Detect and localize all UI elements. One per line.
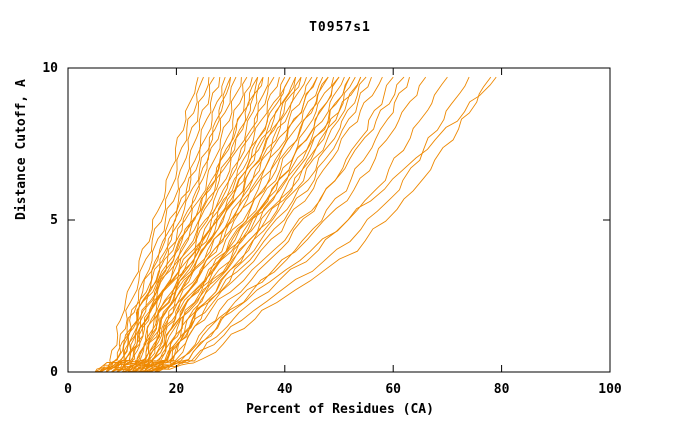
model-curve — [149, 76, 470, 373]
model-curve — [154, 76, 492, 373]
model-curve — [132, 76, 340, 373]
model-curve — [154, 76, 448, 373]
model-curve — [94, 76, 259, 373]
x-tick-label: 80 — [494, 382, 510, 397]
x-tick-label: 0 — [64, 382, 72, 397]
x-axis-label: Percent of Residues (CA) — [246, 402, 434, 417]
chart-title: T0957s1 — [309, 20, 371, 35]
model-curve — [154, 76, 335, 373]
model-curve — [132, 76, 383, 373]
y-tick-label: 10 — [42, 61, 58, 76]
model-curve — [100, 76, 237, 373]
x-tick-label: 40 — [277, 382, 293, 397]
model-curve — [143, 76, 362, 373]
model-curve — [143, 76, 497, 373]
model-curve — [122, 76, 351, 373]
model-curve — [116, 76, 329, 373]
model-curve — [100, 76, 204, 373]
model-curve — [105, 76, 253, 373]
model-curve — [116, 77, 259, 373]
model-curve — [132, 77, 269, 373]
model-curve — [100, 77, 264, 373]
x-tick-label: 60 — [385, 382, 401, 397]
model-curve — [154, 76, 410, 373]
model-curve — [148, 76, 356, 373]
model-curve — [132, 76, 362, 373]
model-curve — [116, 77, 232, 373]
x-tick-label: 100 — [598, 382, 622, 397]
model-curve — [143, 76, 427, 373]
model-curve — [111, 77, 242, 373]
model-curve — [143, 76, 302, 373]
y-tick-label: 5 — [50, 213, 58, 228]
model-curve — [154, 76, 367, 373]
plot-frame — [67, 67, 611, 373]
model-curve — [94, 76, 199, 373]
model-curve — [116, 76, 318, 373]
model-curve — [111, 76, 302, 373]
model-curve — [100, 76, 297, 373]
model-curve — [105, 76, 291, 373]
model-curve — [132, 76, 372, 373]
model-curve — [138, 76, 405, 373]
x-tick-label: 20 — [169, 382, 185, 397]
y-tick-label: 0 — [50, 365, 58, 380]
model-curve — [111, 76, 275, 373]
model-curve — [127, 76, 340, 373]
